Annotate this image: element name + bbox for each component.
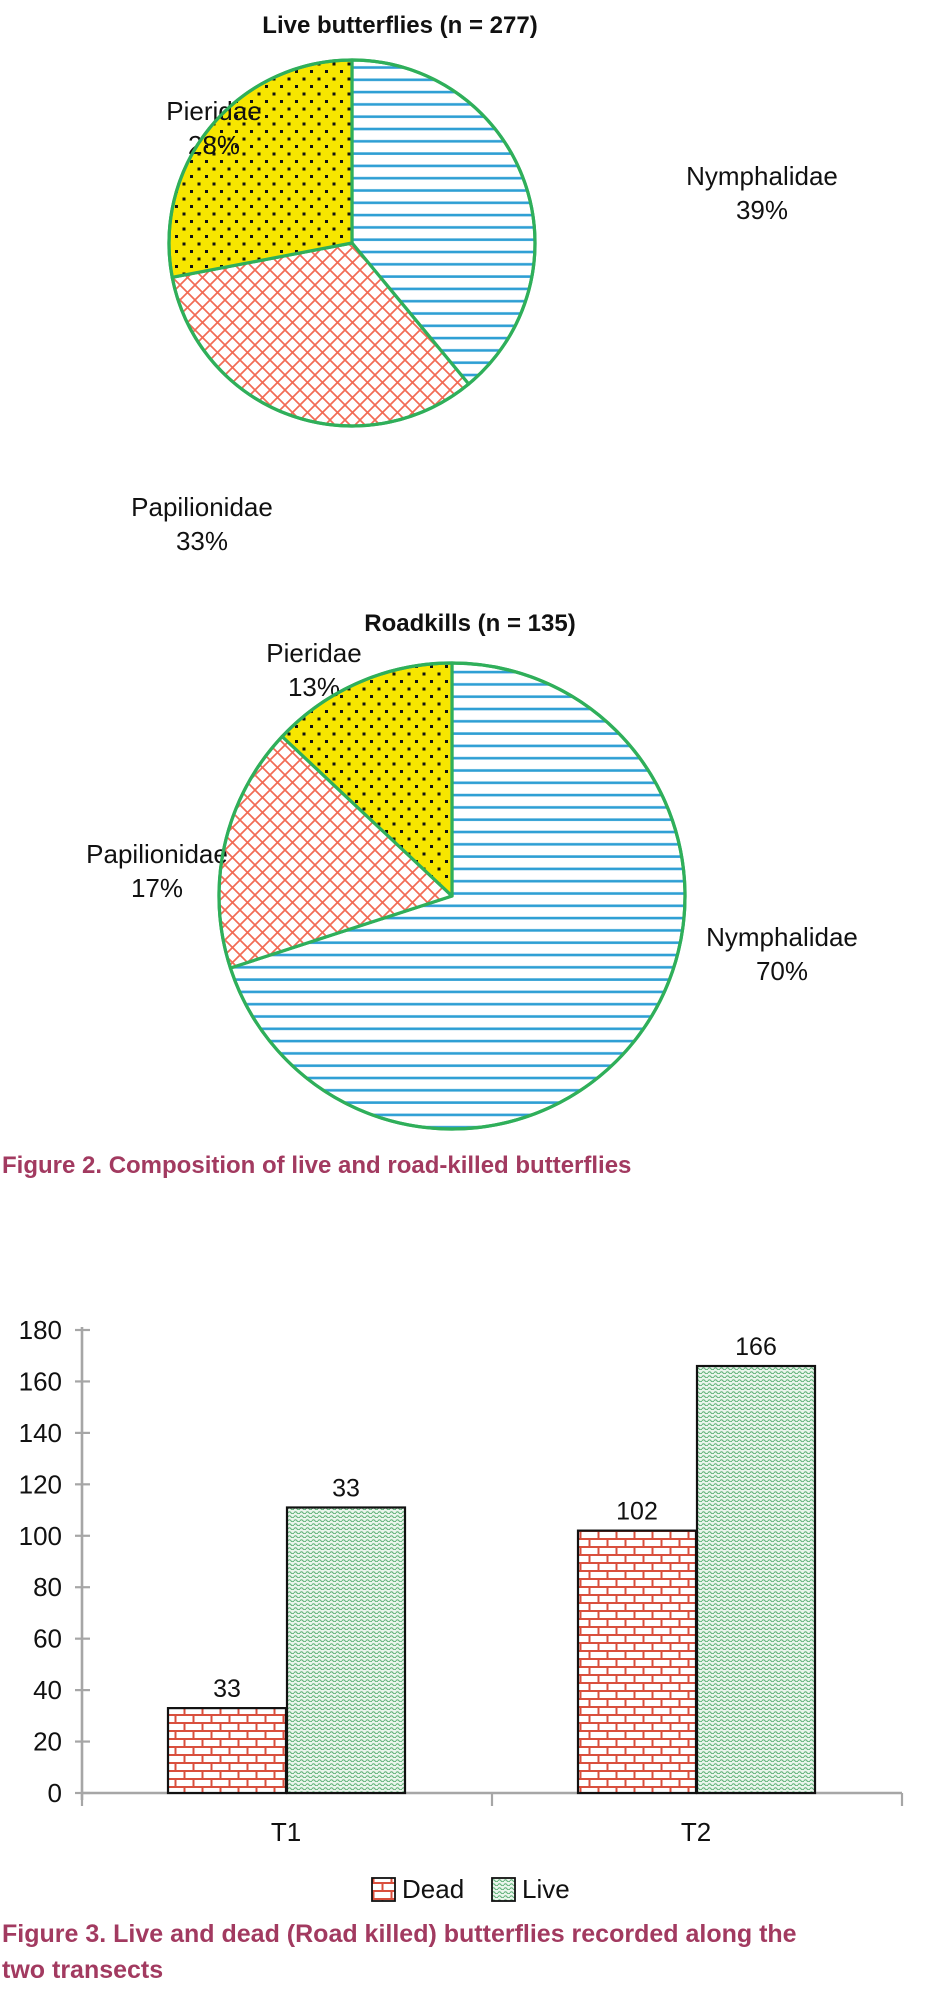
bar-dead-t1 [166,1707,288,1795]
slice-pct-papilionidae: 33% [176,526,228,556]
y-tick-label: 0 [48,1778,62,1808]
figure3-caption-line1: Figure 3. Live and dead (Road killed) bu… [2,1920,797,1948]
y-tick-label: 120 [19,1469,62,1499]
y-tick-label: 80 [33,1572,62,1602]
bar-dead-t2 [576,1529,698,1795]
category-label-t2: T2 [681,1817,711,1847]
pie-chart-live-butterflies: Live butterflies (n = 277) Nymphalidae 39%… [0,0,947,580]
bar-value-label-live-t2: 166 [735,1333,777,1361]
y-tick-label: 40 [33,1675,62,1705]
bar-live-t2 [695,1364,817,1795]
bar-value-label-dead-t2: 102 [616,1498,658,1526]
slice-pct-nymphalidae: 70% [756,956,808,986]
y-tick-label: 60 [33,1624,62,1654]
slice-label-papilionidae: Papilionidae [86,839,228,869]
pie-chart-roadkills: Roadkills (n = 135) Nymphalidae 70% Papilio… [0,580,947,1140]
y-tick-label: 20 [33,1727,62,1757]
bar-svg: 0 20 40 60 80 100 120 140 160 180 33 33 T1 102 166 T2 De… [19,1315,904,1904]
figure3-caption-line2: two transects [2,1956,164,1984]
y-tick-label: 140 [19,1418,62,1448]
legend-label-live: Live [522,1874,570,1904]
figure2-caption: Figure 2. Composition of live and road-k… [2,1152,632,1179]
slice-pct-nymphalidae: 39% [736,195,788,225]
pie-title: Roadkills (n = 135) [364,610,575,637]
slice-pct-papilionidae: 17% [131,873,183,903]
category-label-t1: T1 [271,1817,301,1847]
legend-swatch-dead [371,1877,396,1902]
legend-swatch-live [491,1877,516,1902]
pie-rim [217,661,687,1131]
pie-rim [167,58,537,428]
y-tick-label: 160 [19,1366,62,1396]
pie-slice-pieridae [167,58,354,279]
bar-value-label-dead-t1: 33 [213,1675,241,1703]
bar-live-t1 [285,1506,407,1795]
bar-value-label-live-t1: 33 [332,1474,360,1502]
slice-label-nymphalidae: Nymphalidae [706,922,858,952]
figure3-caption: Figure 3. Live and dead (Road killed) bu… [2,1916,942,1988]
slice-label-pieridae: Pieridae [266,638,361,668]
bar-chart-transects: 0 20 40 60 80 100 120 140 160 180 33 33 T1 102 166 T2 De… [0,1290,947,1916]
slice-label-papilionidae: Papilionidae [131,492,273,522]
slice-label-nymphalidae: Nymphalidae [686,161,838,191]
pie-svg: Roadkills (n = 135) Nymphalidae 70% Papilio… [86,610,858,1131]
pie-title: Live butterflies (n = 277) [262,12,537,39]
legend-label-dead: Dead [402,1874,464,1904]
pie-svg: Live butterflies (n = 277) Nymphalidae 39%… [131,12,838,556]
y-tick-label: 180 [19,1315,62,1345]
y-tick-label: 100 [19,1521,62,1551]
